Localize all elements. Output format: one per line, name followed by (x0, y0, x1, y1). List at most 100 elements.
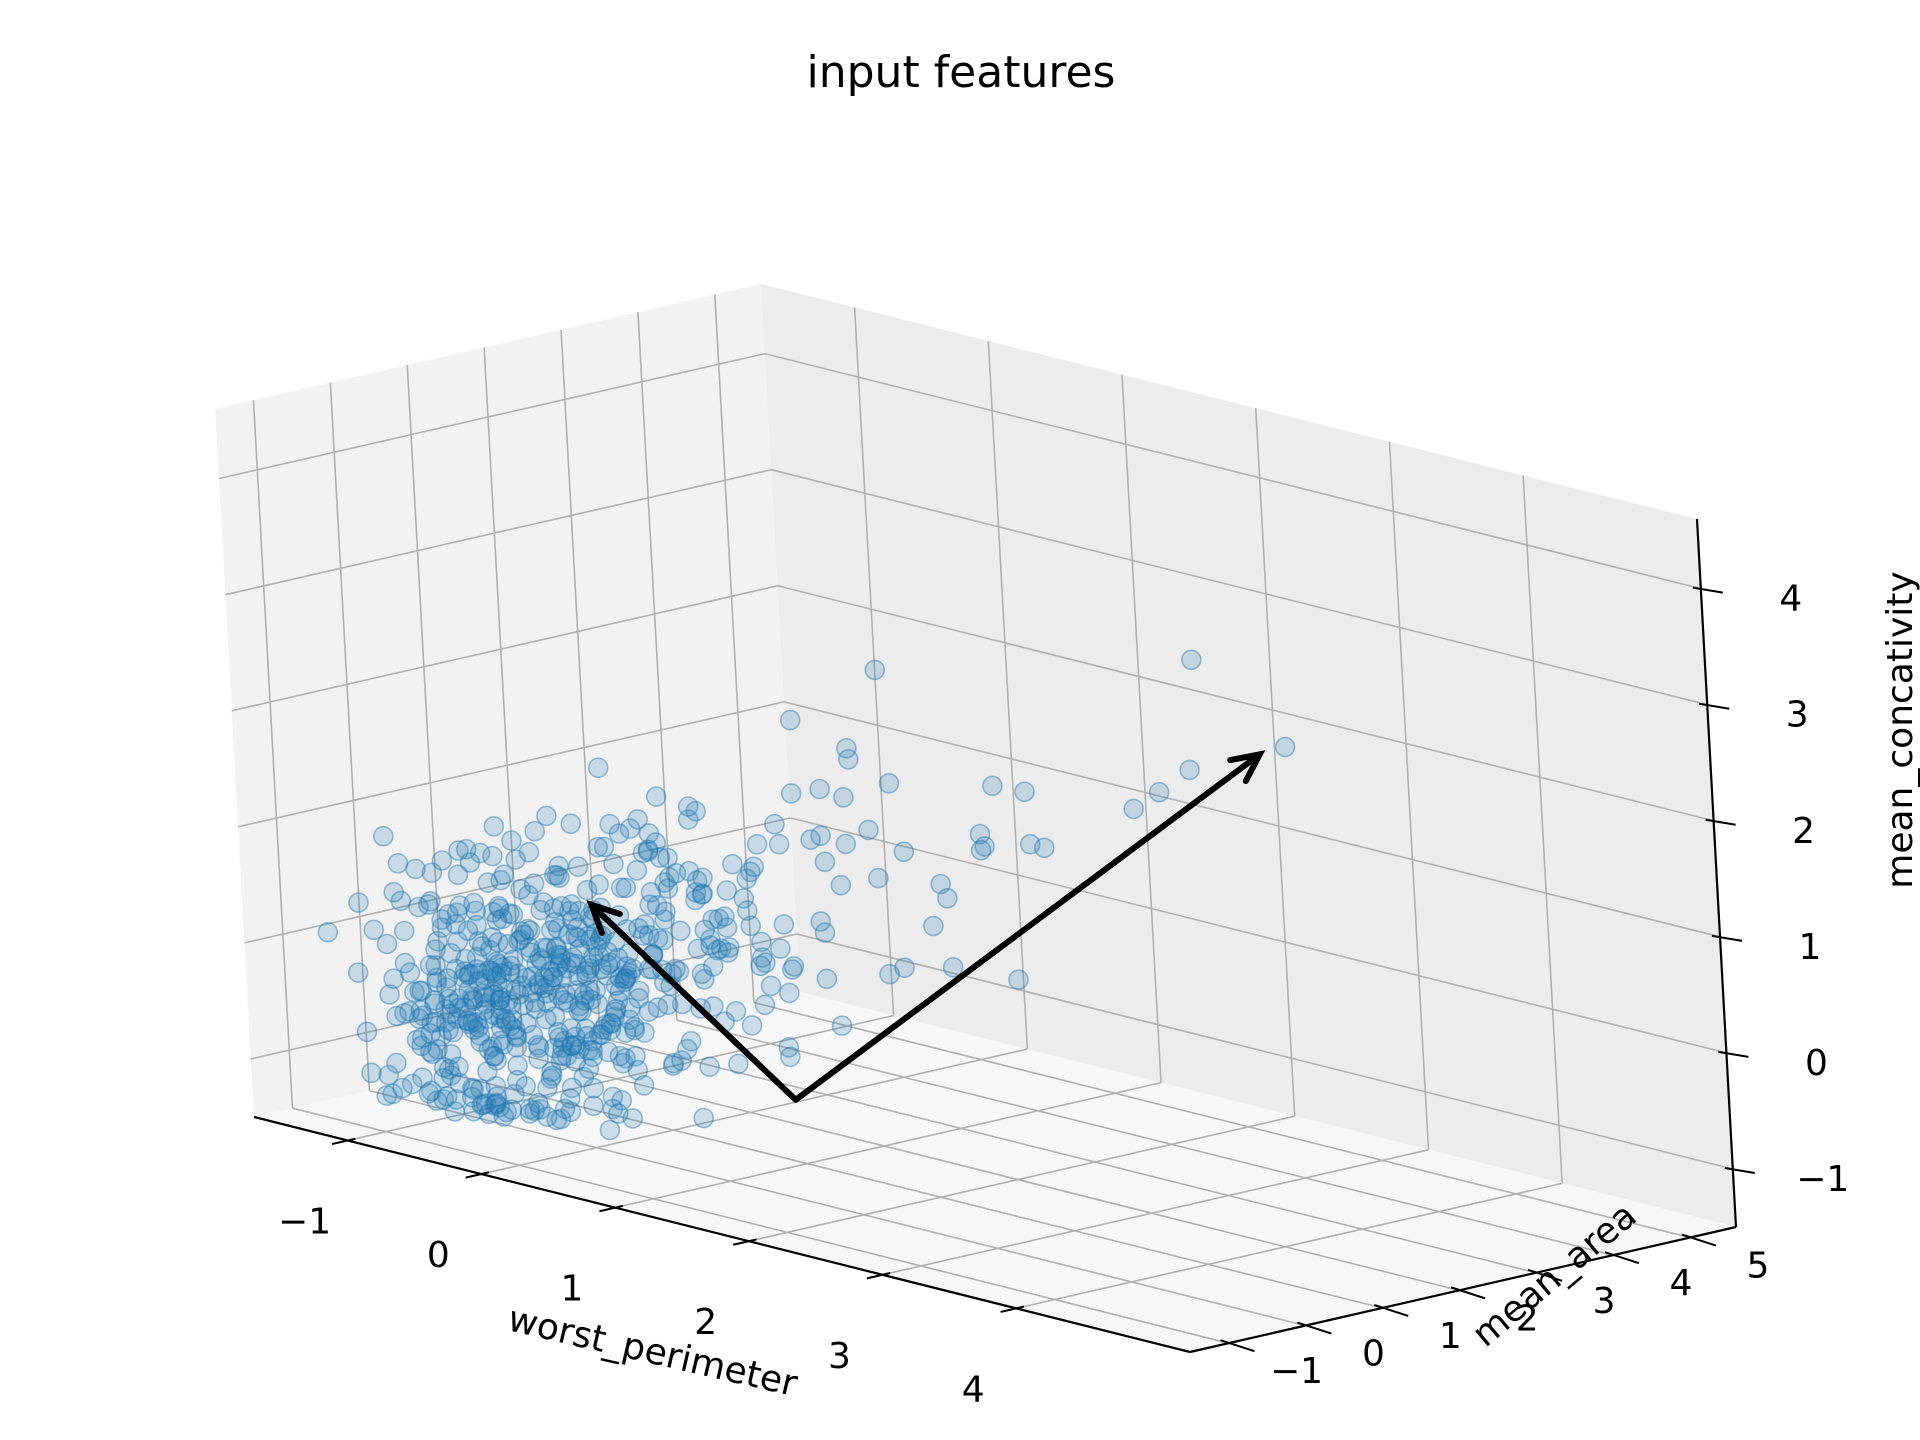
data-point (518, 937, 540, 958)
data-point (830, 874, 852, 896)
z-axis-line (1695, 518, 1738, 1228)
data-point (716, 917, 738, 938)
data-point (816, 968, 838, 990)
data-point (483, 1004, 505, 1026)
data-point (521, 982, 543, 1003)
data-point (496, 1101, 518, 1123)
data-point (541, 1061, 562, 1082)
data-point (427, 930, 448, 952)
data-point (800, 829, 821, 850)
data-point (545, 938, 567, 960)
data-point (505, 849, 527, 870)
data-point (552, 1037, 573, 1058)
data-point (533, 937, 554, 959)
data-point (708, 908, 730, 930)
data-point (420, 1023, 441, 1044)
data-point (510, 921, 532, 943)
data-point (478, 959, 500, 981)
data-point (504, 1083, 525, 1105)
z-tick-label: −1 (1796, 1159, 1849, 1200)
data-point (543, 864, 565, 886)
data-point (694, 919, 716, 941)
data-point (685, 882, 707, 903)
data-point (567, 917, 588, 939)
x-tick (331, 1137, 356, 1146)
data-point (491, 962, 513, 984)
data-point (445, 958, 467, 980)
data-point (440, 1065, 462, 1086)
data-point (462, 990, 484, 1012)
data-point (582, 1030, 603, 1052)
data-point (646, 895, 668, 916)
data-point (466, 1011, 488, 1033)
data-point (540, 919, 562, 941)
data-point (585, 935, 607, 957)
data-point (462, 1012, 484, 1033)
data-point (527, 1034, 549, 1056)
data-point (426, 971, 448, 993)
data-point (587, 993, 609, 1015)
grid-line (231, 584, 778, 712)
data-point (610, 877, 632, 899)
data-point (1181, 649, 1202, 671)
z-tick (1705, 818, 1736, 826)
data-point (482, 845, 503, 867)
data-point (894, 957, 915, 979)
data-point (459, 852, 481, 873)
data-point (858, 819, 879, 841)
data-point (383, 881, 405, 903)
data-point (483, 981, 504, 1003)
data-point (547, 944, 568, 966)
data-point (728, 1053, 749, 1075)
vector-arrows (586, 750, 1266, 1103)
grid-line (225, 468, 772, 596)
data-point (479, 939, 501, 961)
grid-line (676, 1019, 1614, 1256)
data-point (544, 911, 566, 933)
data-point (497, 933, 519, 955)
data-point (457, 920, 479, 942)
data-point (488, 895, 510, 917)
data-point (387, 852, 409, 874)
data-point (519, 1098, 541, 1120)
data-point (447, 864, 469, 886)
data-point (687, 938, 709, 960)
data-point (378, 1064, 400, 1086)
x-tick (599, 1204, 624, 1213)
data-point (736, 868, 758, 890)
y-tick (1604, 1251, 1640, 1265)
data-point (550, 1050, 572, 1071)
grid-line (244, 817, 791, 944)
data-point (591, 1024, 612, 1045)
data-point (583, 1077, 605, 1099)
y-tick-label: 1 (1439, 1316, 1462, 1357)
data-point (455, 838, 477, 860)
data-point (551, 895, 572, 917)
data-point (546, 936, 567, 958)
data-point (540, 960, 561, 982)
data-point (497, 990, 519, 1012)
data-point (662, 1055, 684, 1076)
data-point (1123, 798, 1144, 820)
data-point (530, 1098, 551, 1120)
data-point (386, 1005, 407, 1027)
data-point (425, 939, 446, 960)
data-point (458, 964, 480, 986)
data-point (376, 933, 398, 955)
data-point (588, 1024, 610, 1045)
data-point (463, 1079, 484, 1100)
data-point (527, 973, 549, 995)
data-point (535, 1008, 557, 1030)
data-point (719, 937, 740, 958)
data-point (548, 855, 569, 877)
data-point (533, 967, 555, 988)
data-point (516, 1013, 537, 1034)
data-point (508, 984, 530, 1005)
data-point (671, 1050, 692, 1071)
data-point (513, 924, 535, 946)
data-point (565, 1034, 586, 1056)
data-point (626, 859, 648, 881)
data-point (528, 1037, 550, 1058)
y-axis-line (1189, 1225, 1737, 1354)
data-point (779, 709, 801, 731)
